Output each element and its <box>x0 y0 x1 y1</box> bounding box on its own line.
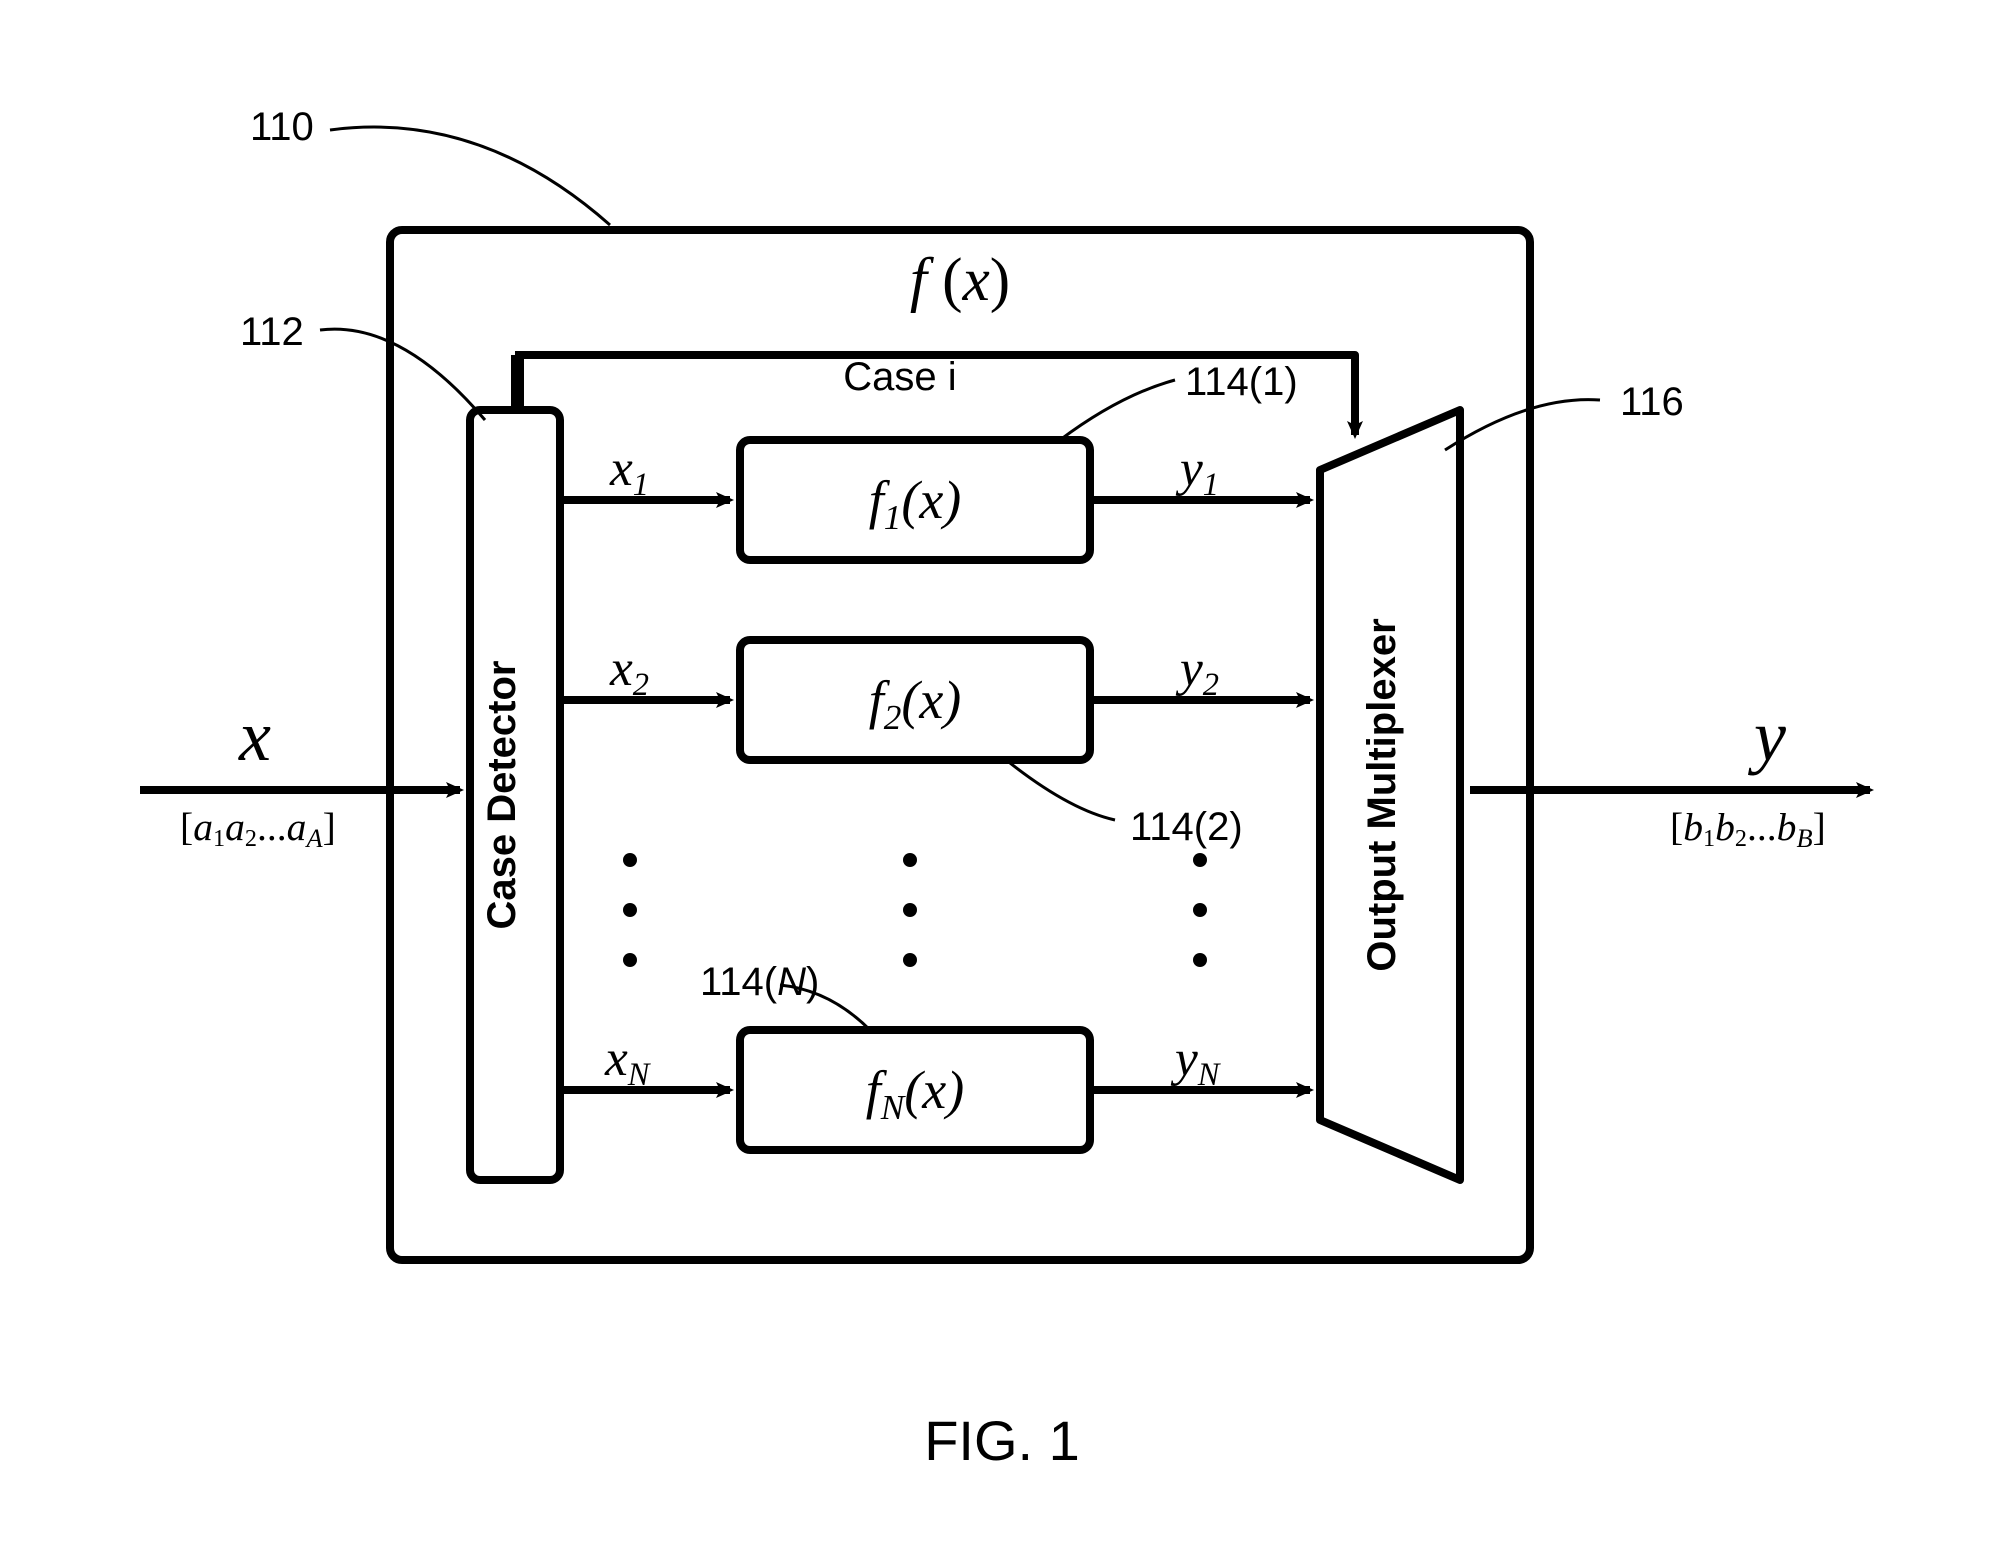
block-diagram: Case Detector Output Multiplexer f1(x) f2(x… <box>0 0 2004 1564</box>
y-output-symbol: y <box>1747 696 1786 776</box>
figure-label: FIG. 1 <box>924 1409 1080 1472</box>
ref-112: 112 <box>240 310 304 354</box>
ref-110: 110 <box>250 105 314 149</box>
fx-label: f (x) <box>910 246 1010 314</box>
y-bits-label: [b1b2...bB] <box>1670 805 1826 853</box>
ref-116: 116 <box>1620 380 1684 424</box>
case-i-label: Case i <box>843 355 956 399</box>
ref-114-2: 114(2) <box>1130 805 1243 849</box>
case-detector-label: Case Detector <box>480 660 524 929</box>
output-multiplexer-label: Output Multiplexer <box>1360 618 1404 971</box>
svg-text:f1(x): f1(x) <box>869 470 962 537</box>
svg-text:f2(x): f2(x) <box>869 670 962 737</box>
svg-text:fN(x): fN(x) <box>866 1060 964 1127</box>
ref-114-N: 114(N) <box>700 960 819 1004</box>
x-input-symbol: x <box>238 696 271 776</box>
ref-114-1: 114(1) <box>1185 360 1298 404</box>
x-bits-label: [a1a2...aA] <box>180 805 336 853</box>
